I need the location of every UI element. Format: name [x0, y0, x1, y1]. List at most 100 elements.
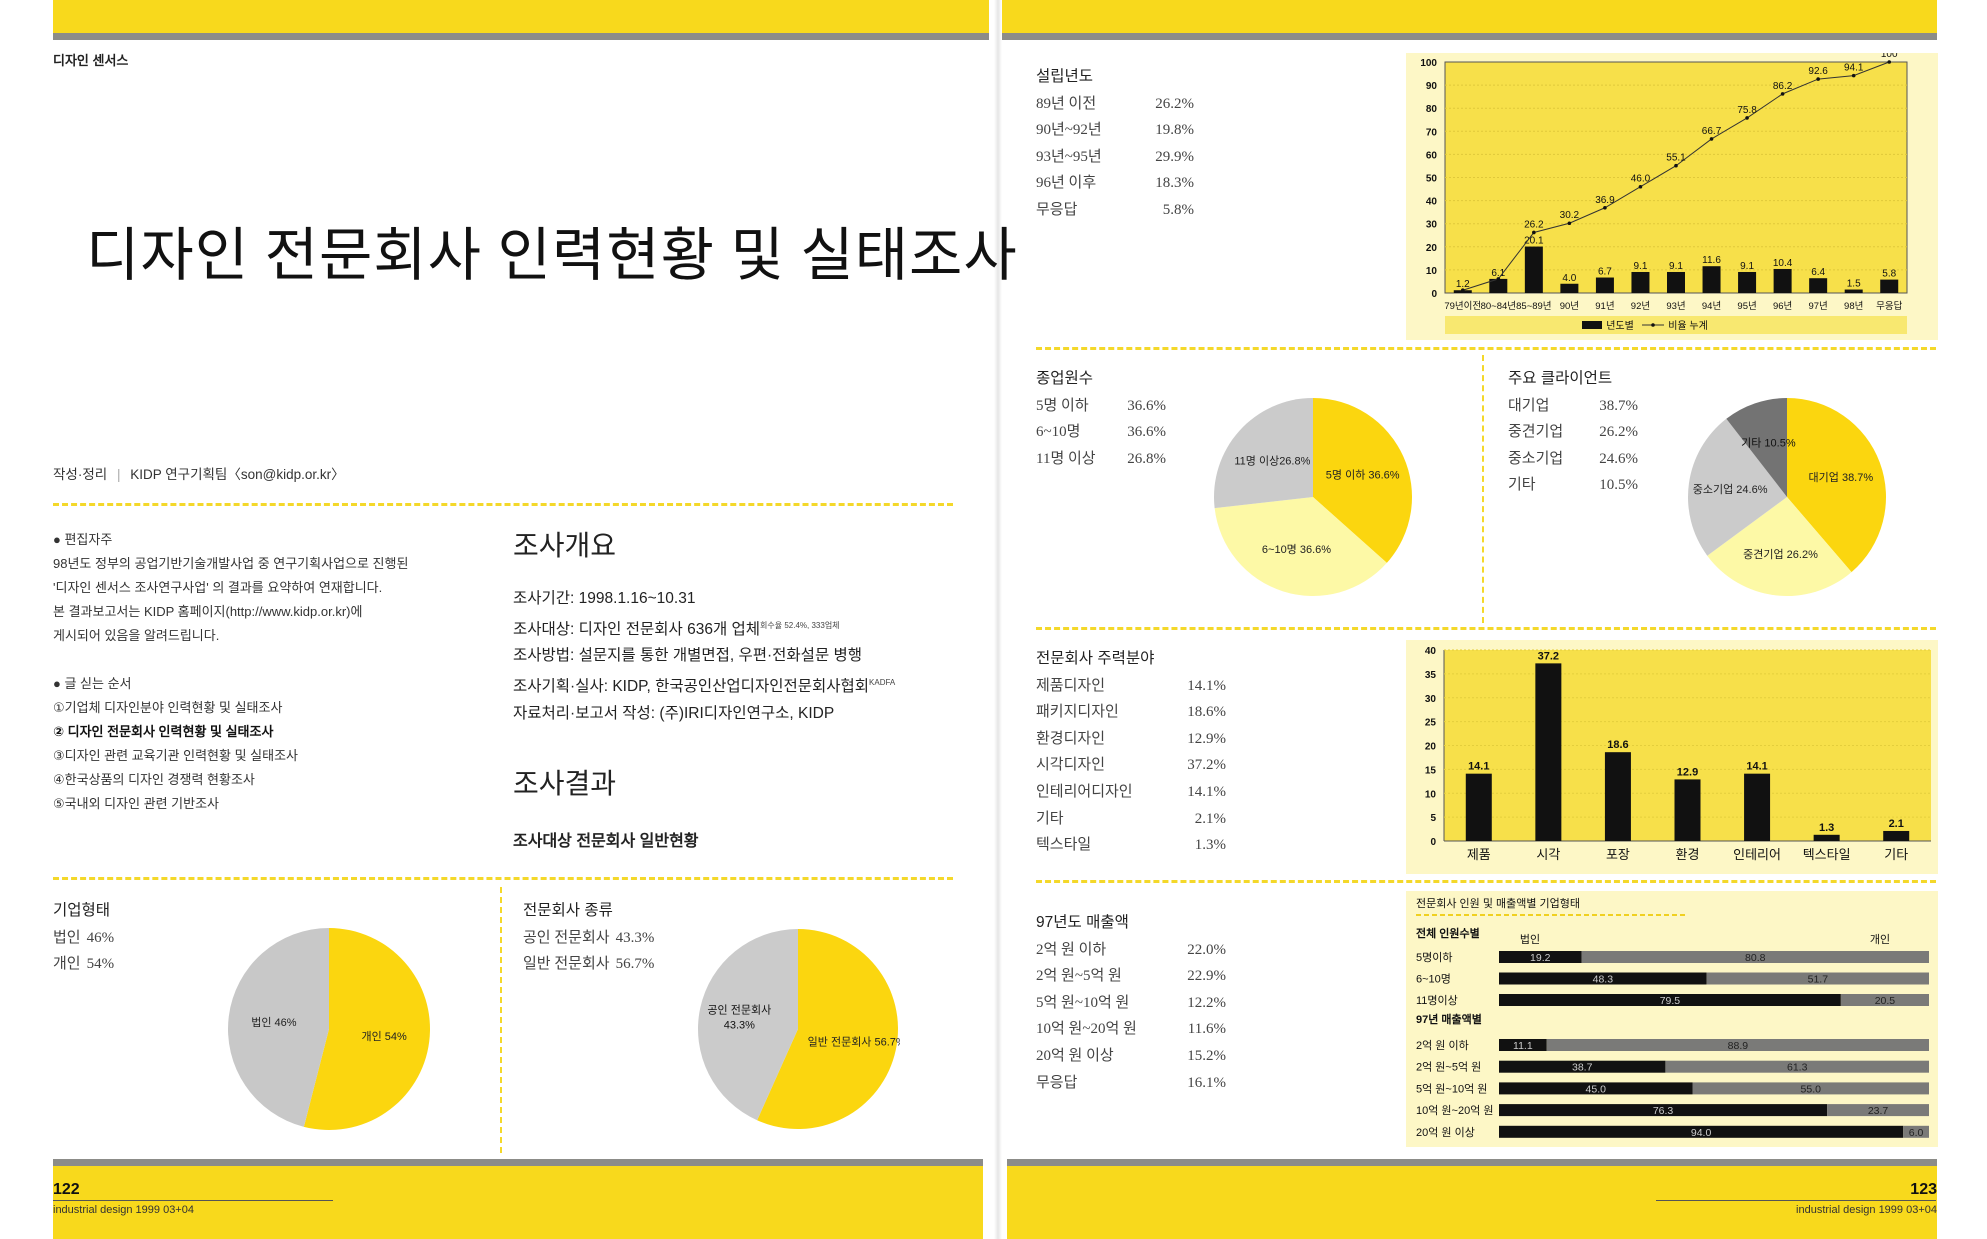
pie-label: 대기업 38.7% [1809, 471, 1874, 484]
item-value: 22.0% [1187, 941, 1226, 958]
bar-segment-corporate [1499, 972, 1707, 985]
bar-segment-individual [1903, 1125, 1929, 1138]
list-item: 5억 원~10억 원 12.2% [1036, 990, 1226, 1017]
magazine-footer-right: industrial design 1999 03+04 [1796, 1204, 1937, 1216]
item-value: 10.5% [1599, 477, 1638, 494]
item-value: 54% [86, 956, 115, 973]
item-value: 14.1% [1187, 677, 1226, 694]
item-value: 22.9% [1187, 968, 1226, 985]
overview-text: 조사대상: 디자인 전문회사 636개 업체 [513, 620, 761, 638]
series-order-item: ② 디자인 전문회사 인력현황 및 실태조사 [53, 724, 274, 739]
author-separator: | [116, 467, 121, 482]
legend-label: 개인 [1870, 933, 1890, 946]
x-tick-label: 92년 [1631, 301, 1650, 312]
line-point [1851, 73, 1856, 78]
employees-list: 종업원수 5명 이하 36.6% 6~10명 36.6% 11명 이상 26.8% [1036, 366, 1166, 472]
item-label: 중견기업 [1508, 424, 1564, 441]
y-tick-label: 25 [1425, 718, 1437, 729]
item-value: 18.6% [1187, 704, 1226, 721]
list-item: 2억 원 이하 22.0% [1036, 937, 1226, 964]
pie-label: 5명 이하 36.6% [1326, 468, 1400, 482]
overview-footnote: 회수율 52.4%, 333업체 [760, 620, 840, 630]
list-item: 89년 이전 26.2% [1036, 91, 1194, 118]
item-value: 24.6% [1599, 450, 1638, 467]
legend-bar-swatch [1582, 321, 1602, 329]
firm_kind_pie: 일반 전문회사 56.7% 공인 전문회사 43.3% [698, 929, 900, 1129]
bar [1595, 277, 1614, 293]
line-value-label: 66.7 [1702, 126, 1722, 137]
list-item: 중소기업 24.6% [1508, 446, 1638, 473]
bar-value-label: 38.7 [1572, 1062, 1593, 1074]
bar [1702, 266, 1721, 293]
line-point [1532, 230, 1536, 235]
bar [1465, 773, 1492, 841]
y-tick-label: 40 [1426, 197, 1438, 208]
x-tick-label: 환경 [1676, 847, 1700, 862]
section-header: 디자인 센서스 [53, 53, 129, 68]
overview-line: 조사기획·실사: KIDP, 한국공인산업디자인전문회사협회KADFA [513, 670, 895, 701]
row-label: 11명이상 [1416, 994, 1458, 1007]
list-title: 기업형태 [53, 902, 111, 919]
pie-label: 공인 전문회사 [707, 1003, 771, 1016]
legend-label: 법인 [1520, 933, 1540, 946]
bar [1844, 289, 1863, 293]
bar-value-label: 45.0 [1586, 1083, 1607, 1095]
line-point [1567, 221, 1572, 226]
item-label: 대기업 [1508, 397, 1550, 414]
bar-value-label: 18.6 [1607, 739, 1628, 751]
bar-value-label: 1.3 [1819, 822, 1834, 834]
bar-segment-corporate [1499, 1125, 1904, 1138]
legend-background [1445, 316, 1907, 334]
fields-list: 전문회사 주력분야 제품디자인 14.1% 패키지디자인 18.6% 환경디자인 12.9%… [1036, 646, 1226, 859]
overview-line: 조사대상: 디자인 전문회사 636개 업체회수율 52.4%, 333업체 [513, 613, 895, 644]
list-title: 전문회사 종류 [523, 902, 613, 919]
x-tick-label: 95년 [1737, 301, 1756, 312]
editor-note-line: 본 결과보고서는 KIDP 홈페이지(http://www.kidp.or.kr… [53, 604, 363, 619]
list-item: 개인 54% [53, 951, 137, 978]
item-label: 텍스타일 [1036, 837, 1092, 854]
list-title: 설립년도 [1036, 68, 1094, 85]
pie-label: 11명 이상26.8% [1234, 455, 1310, 468]
list-item: 대기업 38.7% [1508, 393, 1638, 420]
line-value-label: 100 [1881, 53, 1898, 60]
legend-label: 비율 누계 [1668, 320, 1708, 332]
line-point [1674, 163, 1678, 168]
divider [1036, 347, 1936, 350]
editor-note-line: '디자인 센서스 조사연구사업' 의 결과를 요약하여 연재합니다. [53, 580, 383, 595]
magazine-footer-left: industrial design 1999 03+04 [53, 1204, 194, 1216]
results-subheading: 조사대상 전문회사 일반현황 [513, 833, 699, 850]
list-item: 환경디자인 12.9% [1036, 726, 1226, 753]
x-tick-label: 79년이전 [1444, 301, 1481, 312]
pie-slice [303, 928, 430, 1130]
bar-segment-corporate [1499, 1039, 1547, 1051]
pie-slice [1214, 497, 1387, 596]
x-tick-label: 97년 [1808, 301, 1827, 312]
divider [1036, 627, 1936, 630]
bar [1560, 283, 1579, 293]
row-label: 2억 원~5억 원 [1416, 1061, 1481, 1074]
pie-label: 일반 전문회사 56.7% [808, 1035, 900, 1049]
x-tick-label: 91년 [1595, 301, 1614, 312]
bar [1524, 246, 1543, 293]
item-label: 제품디자인 [1036, 677, 1106, 694]
y-tick-label: 30 [1425, 694, 1437, 705]
clients_pie: 대기업 38.7% 중견기업 26.2% 중소기업 24.6% 기타 10.5% [1688, 398, 1886, 596]
editor-note-line: 98년도 정부의 공업기반기술개발사업 중 연구기획사업으로 진행된 [53, 556, 409, 571]
pie-slice [1214, 398, 1313, 509]
bar-value-label: 79.5 [1660, 995, 1681, 1007]
x-tick-label: 98년 [1844, 301, 1863, 312]
item-value: 5.8% [1162, 201, 1194, 218]
bar-value-label: 23.7 [1868, 1105, 1889, 1117]
x-tick-label: 인테리어 [1733, 847, 1781, 862]
bar-value-label: 88.9 [1728, 1040, 1749, 1052]
list-item: 제품디자인 14.1% [1036, 673, 1226, 700]
list-item: 법인 46% [53, 925, 137, 952]
item-label: 무응답 [1036, 201, 1078, 218]
bar [1674, 779, 1701, 841]
bar-value-label: 76.3 [1653, 1105, 1674, 1117]
bar [1489, 278, 1508, 293]
overview-footnote: KADFA [869, 677, 896, 687]
bar-value-label: 11.6 [1702, 255, 1721, 266]
